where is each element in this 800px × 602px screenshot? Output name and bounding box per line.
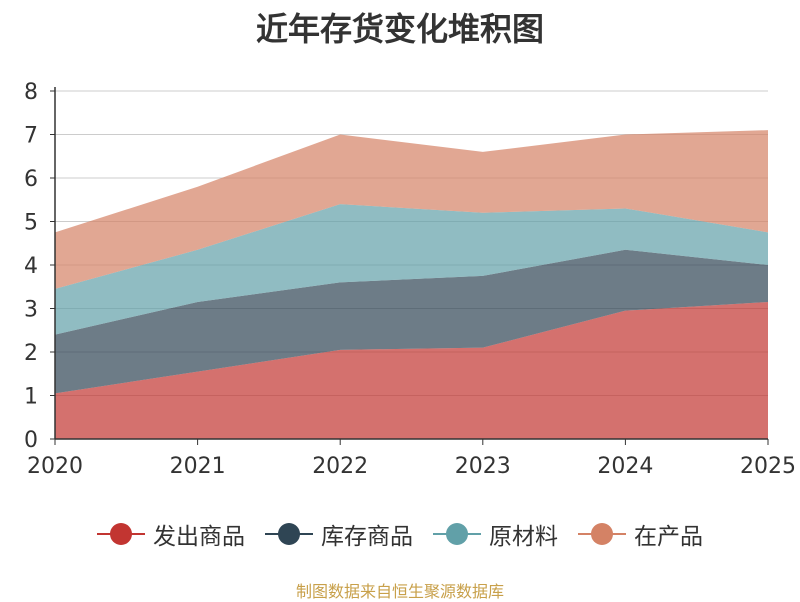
y-tick-label: 5 xyxy=(24,211,38,236)
y-tick-label: 1 xyxy=(24,385,38,410)
y-tick-label: 4 xyxy=(24,254,38,279)
axes: 0 1 2 3 4 5 6 7 8 2020 2021 2022 2023 2024 2025 xyxy=(24,80,796,479)
legend-item[interactable]: 原材料 xyxy=(433,517,558,551)
x-tick-label: 2021 xyxy=(170,454,226,479)
x-tick-label: 2020 xyxy=(27,454,83,479)
stacked-area-chart: 0 1 2 3 4 5 6 7 8 2020 2021 2022 2023 2024 2025 xyxy=(24,80,796,479)
area-series xyxy=(55,130,768,439)
y-tick-label: 7 xyxy=(24,124,38,149)
x-tick-label: 2023 xyxy=(455,454,511,479)
legend-item[interactable]: 发出商品 xyxy=(97,517,245,551)
legend-swatch xyxy=(578,522,626,546)
legend-swatch xyxy=(265,522,313,546)
y-tick-label: 8 xyxy=(24,80,38,105)
series-area-0 xyxy=(55,301,768,439)
legend-swatch-dot xyxy=(591,523,613,545)
legend-label: 库存商品 xyxy=(321,524,413,550)
x-tick-label: 2024 xyxy=(597,454,653,479)
legend-swatch xyxy=(97,522,145,546)
legend-item[interactable]: 在产品 xyxy=(578,517,703,551)
series-area-1 xyxy=(55,249,768,394)
source-note: 制图数据来自恒生聚源数据库 xyxy=(295,582,504,601)
legend-label: 原材料 xyxy=(489,524,558,550)
y-tick-label: 0 xyxy=(24,428,38,453)
series-area-2 xyxy=(55,204,768,335)
legend-swatch-dot xyxy=(278,523,300,545)
y-tick-label: 2 xyxy=(24,341,38,366)
legend-label: 发出商品 xyxy=(153,524,245,550)
legend-label: 在产品 xyxy=(634,524,703,550)
y-tick-label: 6 xyxy=(24,167,38,192)
y-tick-label: 3 xyxy=(24,298,38,323)
x-tick-label: 2025 xyxy=(740,454,796,479)
chart-title: 近年存货变化堆积图 xyxy=(255,10,544,48)
legend-swatch xyxy=(433,522,481,546)
legend-item[interactable]: 库存商品 xyxy=(265,517,413,551)
series-area-3 xyxy=(55,130,768,289)
legend-swatch-dot xyxy=(110,523,132,545)
legend-swatch-dot xyxy=(446,523,468,545)
x-tick-label: 2022 xyxy=(312,454,368,479)
chart-legend: 发出商品 库存商品 原材料 在产品 xyxy=(0,514,800,554)
